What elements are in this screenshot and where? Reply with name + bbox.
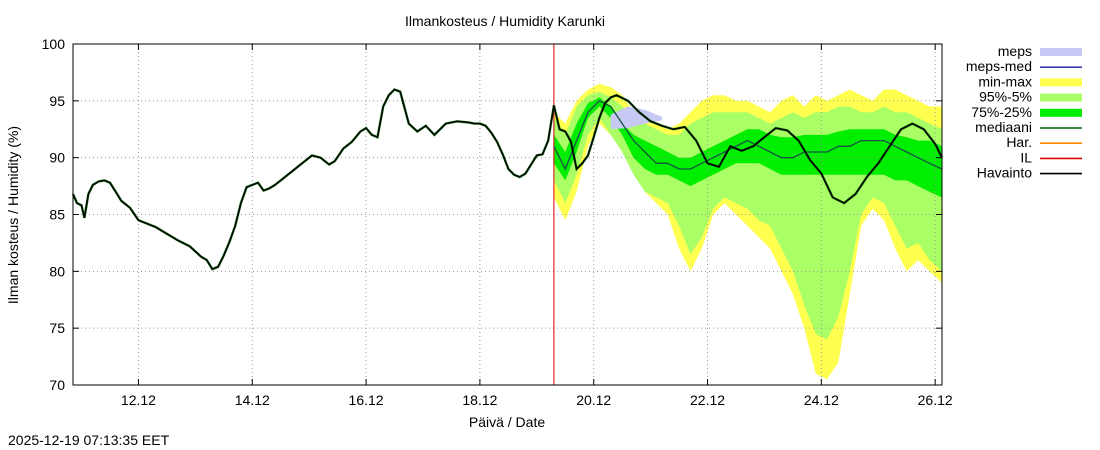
legend-swatch [1040, 48, 1082, 56]
legend-label: min-max [978, 73, 1032, 89]
y-tick-label: 75 [49, 320, 65, 336]
x-tick-label: 12.12 [121, 392, 156, 408]
x-tick-label: 22.12 [690, 392, 725, 408]
x-tick-label: 24.12 [804, 392, 839, 408]
x-tick-label: 20.12 [576, 392, 611, 408]
y-tick-label: 90 [49, 150, 65, 166]
x-tick-label: 16.12 [349, 392, 384, 408]
meps-med-line [553, 100, 943, 170]
x-axis-label: Päivä / Date [469, 414, 545, 430]
timestamp-footer: 2025-12-19 07:13:35 EET [8, 432, 170, 448]
legend-swatch [1040, 78, 1082, 87]
forecast-bands [553, 83, 942, 380]
y-tick-label: 85 [49, 207, 65, 223]
x-tick-label: 14.12 [235, 392, 270, 408]
y-tick-label: 95 [49, 93, 65, 109]
legend-label: meps-med [966, 58, 1032, 74]
legend-swatch [1040, 108, 1082, 117]
y-axis-label: Ilman kosteus / Humidity (%) [5, 126, 21, 304]
axes: 70 75 80 85 90 95 100 12.12 14.12 16.12 18.12 20.12… [42, 36, 953, 408]
legend-label: meps [998, 43, 1032, 59]
observation-line [72, 88, 943, 270]
x-tick-label: 26.12 [918, 392, 953, 408]
legend-label: 95%-5% [979, 89, 1032, 105]
y-tick-label: 70 [49, 377, 65, 393]
legend-label: Har. [1006, 134, 1032, 150]
x-tick-label: 18.12 [462, 392, 497, 408]
legend-label: mediaani [975, 119, 1032, 135]
legend-swatch [1040, 93, 1082, 102]
chart-title: Ilmankosteus / Humidity Karunki [405, 13, 605, 29]
y-tick-label: 100 [42, 36, 66, 52]
series-lines [71, 44, 944, 385]
legend-label: IL [1020, 149, 1032, 165]
y-tick-label: 80 [49, 263, 65, 279]
band-meps [610, 106, 662, 130]
legend-label: 75%-25% [971, 104, 1032, 120]
legend-label: Havainto [977, 165, 1032, 181]
grid-lines [73, 44, 942, 385]
legend: mepsmeps-medmin-max95%-5%75%-25%mediaani… [966, 43, 1082, 181]
